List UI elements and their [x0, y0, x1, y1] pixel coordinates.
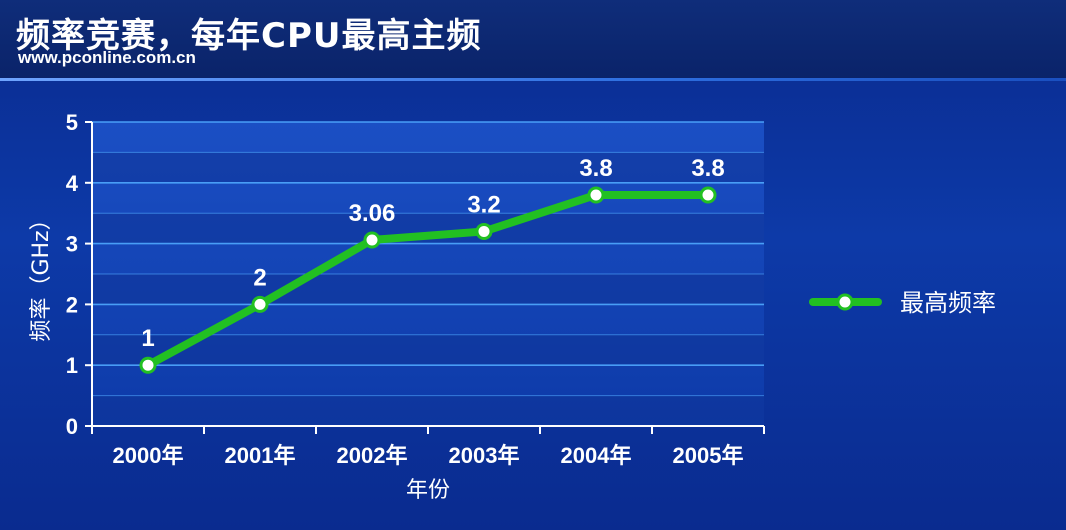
- data-label: 3.8: [691, 155, 724, 182]
- source-url: www.pconline.com.cn: [18, 48, 196, 67]
- page-title: 频率竞赛，每年CPU最高主频: [16, 16, 482, 56]
- y-tick-label: 1: [66, 353, 78, 378]
- data-label: 3.2: [467, 191, 500, 218]
- y-tick-label: 2: [66, 292, 78, 317]
- data-label: 3.8: [579, 155, 612, 182]
- data-point: [139, 356, 157, 374]
- plot-band: [92, 334, 764, 366]
- header-divider: [0, 78, 1066, 81]
- y-tick-label: 0: [66, 414, 78, 439]
- x-tick-label: 2005年: [673, 443, 744, 468]
- legend-label: 最高频率: [900, 289, 996, 317]
- y-tick-label: 5: [66, 110, 78, 135]
- legend-marker: [836, 293, 854, 311]
- y-axis-title: 频率（GHz）: [29, 208, 54, 341]
- data-label: 2: [253, 264, 266, 291]
- data-point: [699, 186, 717, 204]
- data-point: [251, 295, 269, 313]
- y-tick-label: 3: [66, 232, 78, 257]
- x-axis-title: 年份: [406, 478, 450, 503]
- plot-band: [92, 274, 764, 305]
- header-bar: [0, 0, 1066, 80]
- legend: 最高频率: [809, 289, 996, 317]
- data-label: 3.06: [349, 200, 396, 227]
- data-point: [475, 222, 493, 240]
- y-tick-label: 4: [66, 171, 79, 196]
- series-line: [144, 190, 712, 370]
- data-point: [587, 186, 605, 204]
- plot-band: [92, 152, 764, 183]
- plot-band: [92, 395, 764, 426]
- x-tick-label: 2002年: [337, 443, 408, 468]
- x-tick-label: 2001年: [225, 443, 296, 468]
- data-point: [363, 231, 381, 249]
- x-tick-label: 2004年: [561, 443, 632, 468]
- data-label: 1: [141, 325, 154, 352]
- x-tick-label: 2003年: [449, 443, 520, 468]
- x-tick-label: 2000年: [113, 443, 184, 468]
